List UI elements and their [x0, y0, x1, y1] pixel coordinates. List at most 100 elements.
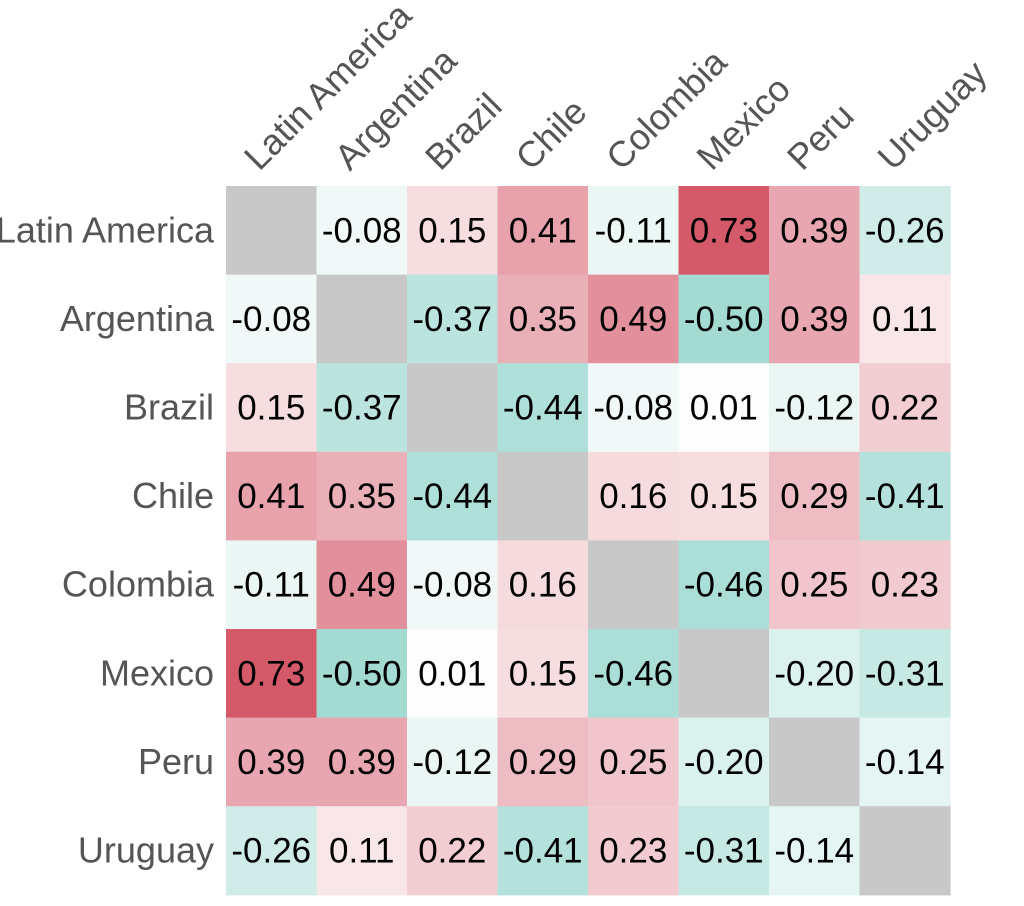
- cell-value-label: -0.41: [503, 832, 583, 871]
- cell-value-label: 0.22: [418, 832, 486, 871]
- heatmap-cell-latin-america-peru: [769, 186, 861, 276]
- heatmap-cell-brazil-argentina: [316, 363, 408, 453]
- cell-value-label: -0.12: [412, 743, 492, 782]
- cell-value-label: 0.41: [509, 211, 577, 250]
- heatmap-cell-chile-latin-america: [226, 451, 318, 541]
- heatmap-cell-argentina-uruguay: [859, 274, 951, 364]
- heatmap-cell-mexico-colombia: [588, 629, 680, 719]
- heatmap-cell-peru-chile: [497, 717, 589, 807]
- cell-value-label: -0.08: [593, 389, 673, 428]
- cell-value-label: 0.49: [599, 300, 667, 339]
- heatmap-cell-mexico-argentina: [316, 629, 408, 719]
- heatmap-cells: [226, 186, 951, 896]
- cell-value-label: 0.39: [328, 743, 396, 782]
- cell-value-label: -0.46: [593, 654, 673, 693]
- heatmap-cell-mexico-uruguay: [859, 629, 951, 719]
- heatmap-cell-mexico-peru: [769, 629, 861, 719]
- heatmap-cell-brazil-uruguay: [859, 363, 951, 453]
- row-label-brazil: Brazil: [124, 387, 214, 428]
- column-label-uruguay: Uruguay: [869, 52, 994, 177]
- column-label-chile: Chile: [507, 91, 594, 178]
- heatmap-cell-colombia-uruguay: [859, 540, 951, 630]
- cell-value-label: 0.15: [509, 654, 577, 693]
- heatmap-cell-latin-america-latin-america: [226, 186, 318, 276]
- row-label-uruguay: Uruguay: [78, 830, 214, 871]
- cell-value-label: 0.73: [237, 654, 305, 693]
- cell-value-label: 0.16: [599, 477, 667, 516]
- cell-value-label: -0.20: [684, 743, 764, 782]
- heatmap-cell-uruguay-mexico: [678, 806, 770, 896]
- cell-value-label: -0.44: [412, 477, 492, 516]
- cell-value-label: 0.01: [418, 654, 486, 693]
- heatmap-cell-latin-america-argentina: [316, 186, 408, 276]
- heatmap-cell-brazil-colombia: [588, 363, 680, 453]
- heatmap-cell-uruguay-latin-america: [226, 806, 318, 896]
- heatmap-cell-colombia-chile: [497, 540, 589, 630]
- heatmap-cell-argentina-brazil: [407, 274, 499, 364]
- cell-value-label: 0.22: [871, 389, 939, 428]
- heatmap-cell-argentina-chile: [497, 274, 589, 364]
- heatmap-cell-mexico-brazil: [407, 629, 499, 719]
- row-label-chile: Chile: [132, 475, 214, 516]
- heatmap-cell-chile-mexico: [678, 451, 770, 541]
- heatmap-cell-latin-america-colombia: [588, 186, 680, 276]
- heatmap-cell-peru-peru: [769, 717, 861, 807]
- cell-value-label: 0.39: [780, 300, 848, 339]
- cell-value-label: 0.39: [237, 743, 305, 782]
- heatmap-cell-brazil-brazil: [407, 363, 499, 453]
- cell-value-label: -0.31: [865, 654, 945, 693]
- heatmap-cell-brazil-peru: [769, 363, 861, 453]
- heatmap-cell-colombia-mexico: [678, 540, 770, 630]
- heatmap-cell-uruguay-brazil: [407, 806, 499, 896]
- cell-value-label: -0.41: [865, 477, 945, 516]
- heatmap-cell-chile-argentina: [316, 451, 408, 541]
- cell-value-label: 0.49: [328, 566, 396, 605]
- heatmap-cell-argentina-latin-america: [226, 274, 318, 364]
- row-label-colombia: Colombia: [62, 564, 215, 605]
- heatmap-cell-chile-brazil: [407, 451, 499, 541]
- cell-value-label: -0.44: [503, 389, 583, 428]
- cell-value-label: 0.23: [871, 566, 939, 605]
- cell-value-label: -0.37: [412, 300, 492, 339]
- cell-value-label: 0.15: [237, 389, 305, 428]
- cell-value-label: 0.41: [237, 477, 305, 516]
- heatmap-cell-brazil-mexico: [678, 363, 770, 453]
- heatmap-cell-brazil-chile: [497, 363, 589, 453]
- heatmap-cell-chile-peru: [769, 451, 861, 541]
- cell-value-label: -0.50: [322, 654, 402, 693]
- cell-value-label: -0.08: [322, 211, 402, 250]
- cell-value-label: 0.23: [599, 832, 667, 871]
- heatmap-cell-uruguay-chile: [497, 806, 589, 896]
- heatmap-cell-uruguay-colombia: [588, 806, 680, 896]
- heatmap-cell-peru-colombia: [588, 717, 680, 807]
- heatmap-cell-chile-uruguay: [859, 451, 951, 541]
- cell-value-label: 0.35: [328, 477, 396, 516]
- row-labels: Latin America Argentina Brazil Chile Colombi…: [0, 209, 215, 870]
- cell-value-label: 0.39: [780, 211, 848, 250]
- cell-value-label: -0.14: [774, 832, 854, 871]
- cell-value-label: -0.31: [684, 832, 764, 871]
- heatmap-cell-chile-colombia: [588, 451, 680, 541]
- heatmap-cell-uruguay-uruguay: [859, 806, 951, 896]
- cell-value-label: 0.35: [509, 300, 577, 339]
- cell-value-label: -0.26: [231, 832, 311, 871]
- cell-value-label: -0.26: [865, 211, 945, 250]
- row-label-mexico: Mexico: [100, 652, 214, 693]
- heatmap-cell-colombia-brazil: [407, 540, 499, 630]
- heatmap-cell-latin-america-chile: [497, 186, 589, 276]
- heatmap-cell-colombia-peru: [769, 540, 861, 630]
- heatmap-cell-chile-chile: [497, 451, 589, 541]
- cell-value-label: -0.37: [322, 389, 402, 428]
- heatmap-cell-peru-argentina: [316, 717, 408, 807]
- heatmap-cell-argentina-peru: [769, 274, 861, 364]
- cell-value-label: 0.25: [599, 743, 667, 782]
- cell-value-label: 0.11: [329, 832, 395, 871]
- cell-value-label: -0.11: [595, 211, 672, 250]
- heatmap-cell-brazil-latin-america: [226, 363, 318, 453]
- heatmap-cell-latin-america-brazil: [407, 186, 499, 276]
- cell-value-label: 0.15: [690, 477, 758, 516]
- heatmap-cell-argentina-mexico: [678, 274, 770, 364]
- cell-value-label: 0.73: [690, 211, 758, 250]
